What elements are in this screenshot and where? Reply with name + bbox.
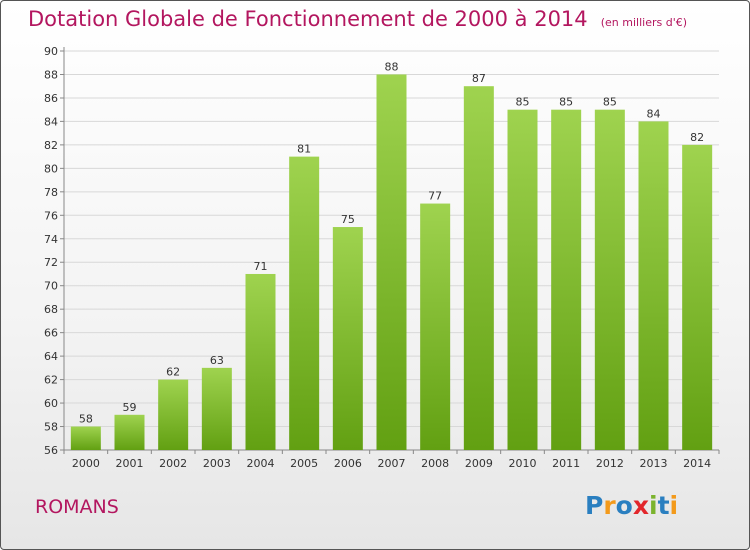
- proxiti-logo: Proxiti: [585, 491, 678, 520]
- y-tick-label: 64: [44, 350, 58, 363]
- data-label: 81: [297, 143, 311, 156]
- bar: [420, 203, 451, 450]
- y-tick-label: 88: [44, 68, 58, 81]
- bar: [682, 144, 713, 450]
- chart-title: Dotation Globale de Fonctionnement de 20…: [28, 7, 687, 31]
- x-tick-label: 2005: [290, 457, 318, 470]
- logo-letter: i: [669, 491, 679, 520]
- x-tick-label: 2001: [116, 457, 144, 470]
- bar: [245, 273, 276, 450]
- bar: [551, 109, 582, 451]
- data-label: 75: [341, 213, 355, 226]
- logo-letter: x: [632, 491, 649, 520]
- y-tick-label: 56: [44, 444, 58, 457]
- data-label: 87: [472, 72, 486, 85]
- x-tick-label: 2000: [72, 457, 100, 470]
- y-tick-label: 80: [44, 162, 58, 175]
- bar: [158, 379, 189, 450]
- y-tick-label: 76: [44, 209, 58, 222]
- bar: [289, 156, 320, 450]
- bars: [70, 74, 713, 451]
- y-tick-label: 70: [44, 280, 58, 293]
- logo-letter: r: [603, 491, 616, 520]
- y-tick-label: 82: [44, 139, 58, 152]
- x-tick-label: 2006: [334, 457, 362, 470]
- x-tick-label: 2013: [640, 457, 668, 470]
- y-tick-label: 72: [44, 256, 58, 269]
- y-tick-label: 90: [44, 45, 58, 58]
- x-tick-label: 2012: [596, 457, 624, 470]
- x-tick-labels: 2000 2001 2002 2003 2004 2005 2006 2007 2008 2009…: [63, 450, 720, 470]
- bar: [114, 414, 145, 450]
- logo-letter: o: [615, 491, 633, 520]
- x-tick-label: 2002: [159, 457, 187, 470]
- data-label: 88: [385, 60, 399, 73]
- data-label: 85: [516, 96, 530, 109]
- chart-title-unit: (en milliers d'€): [600, 16, 688, 29]
- y-tick-label: 74: [44, 233, 58, 246]
- y-tick-label: 84: [44, 115, 58, 128]
- x-tick-label: 2004: [247, 457, 275, 470]
- bar: [638, 121, 669, 450]
- data-label: 77: [428, 190, 442, 203]
- y-tick-labels: 56 58 60 62 64 66 68 70 72 74 76 78 80 82 84 86 88 90: [44, 45, 58, 457]
- data-label: 84: [647, 107, 661, 120]
- data-label: 71: [254, 260, 268, 273]
- data-labels: 58 59 62 63 71 81 75 88 77 87 85 85 85 84 82: [79, 60, 704, 425]
- y-tick-label: 66: [44, 327, 58, 340]
- logo-letter: t: [657, 491, 670, 520]
- x-tick-label: 2003: [203, 457, 231, 470]
- bar: [201, 367, 232, 450]
- x-tick-label: 2014: [683, 457, 711, 470]
- data-label: 85: [603, 96, 617, 109]
- x-tick-label: 2011: [552, 457, 580, 470]
- data-label: 59: [123, 401, 137, 414]
- bar: [332, 227, 363, 450]
- bar: [463, 86, 494, 451]
- y-tick-label: 58: [44, 421, 58, 434]
- logo-letter: i: [649, 491, 658, 520]
- data-label: 82: [690, 131, 704, 144]
- data-label: 85: [559, 96, 573, 109]
- logo-letter: P: [585, 491, 604, 520]
- bar: [594, 109, 625, 451]
- y-tick-label: 86: [44, 92, 58, 105]
- chart-title-main: Dotation Globale de Fonctionnement de 20…: [28, 7, 588, 31]
- bar: [70, 426, 101, 450]
- y-tick-label: 78: [44, 186, 58, 199]
- y-tick-label: 60: [44, 397, 58, 410]
- x-tick-label: 2010: [509, 457, 537, 470]
- y-tick-label: 68: [44, 303, 58, 316]
- x-tick-label: 2008: [421, 457, 449, 470]
- y-tick-label: 62: [44, 374, 58, 387]
- data-label: 63: [210, 354, 224, 367]
- x-tick-label: 2009: [465, 457, 493, 470]
- commune-name: ROMANS: [35, 496, 119, 518]
- x-tick-label: 2007: [378, 457, 406, 470]
- bar: [507, 109, 538, 451]
- data-label: 62: [166, 366, 180, 379]
- data-label: 58: [79, 413, 93, 426]
- bar: [376, 74, 407, 451]
